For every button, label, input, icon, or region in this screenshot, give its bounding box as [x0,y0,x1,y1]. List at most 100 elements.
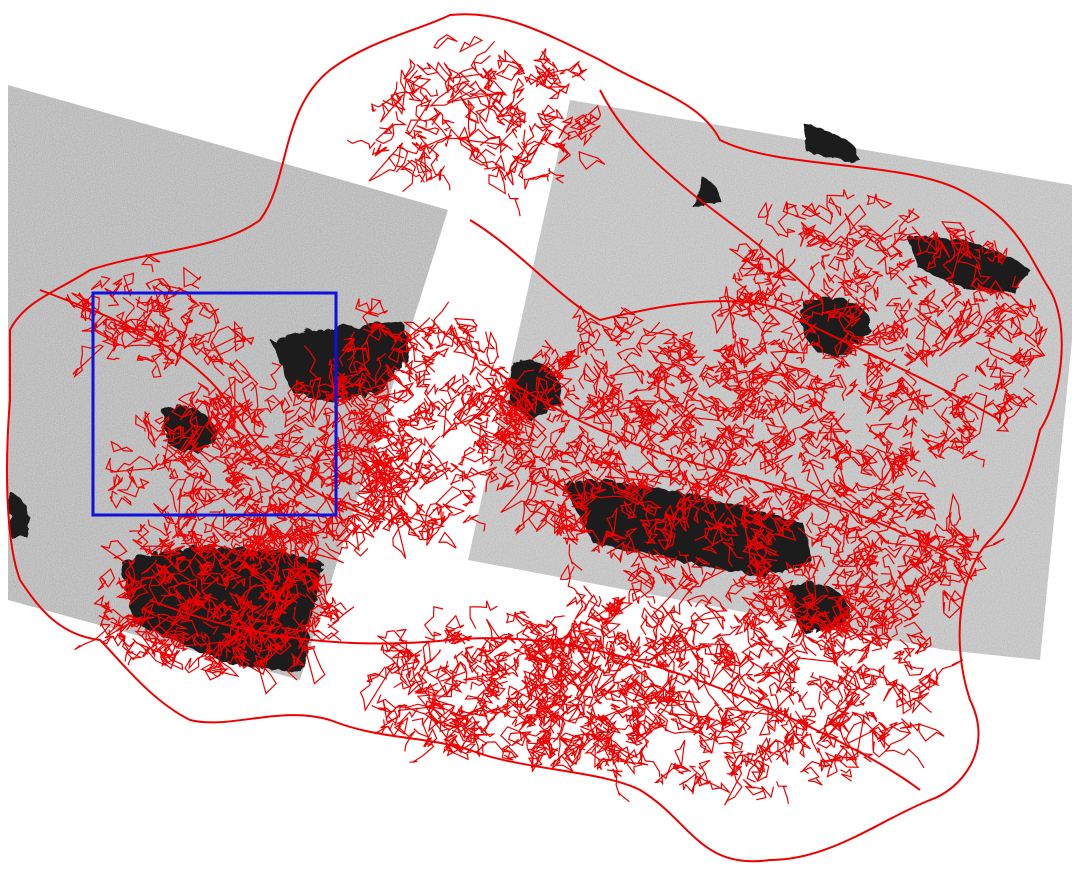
boundary-segment [487,663,505,682]
boundary-segment [195,320,219,347]
boundary-segment [518,149,538,169]
boundary-segment [531,384,557,406]
boundary-segment [1009,357,1025,368]
boundary-segment [878,579,899,596]
boundary-segment [869,624,888,629]
boundary-segment [469,93,502,114]
boundary-segment [671,507,690,529]
boundary-segment [528,474,554,487]
boundary-segment [243,516,261,534]
boundary-segment [756,626,769,646]
boundary-segment [947,229,965,244]
boundary-segment [104,604,134,619]
boundary-segment [449,707,479,741]
boundary-segment [509,698,537,713]
boundary-segment [433,33,458,49]
boundary-segment [156,537,175,552]
boundary-segment [233,331,255,346]
boundary-segment [805,228,827,242]
boundary-segment [393,660,412,690]
boundary-segment [462,514,486,532]
boundary-segment [513,656,519,671]
boundary-segment [746,758,759,783]
boundary-segment [623,500,637,519]
boundary-segment [562,536,579,546]
boundary-segment [468,80,490,123]
boundary-segment [466,650,478,668]
boundary-segment [942,538,973,557]
boundary-segment [507,685,518,710]
boundary-segment [613,449,631,483]
boundary-segment [473,417,489,429]
boundary-segment [523,651,542,687]
boundary-segment [485,683,496,698]
boundary-segment [948,492,962,527]
boundary-segment [619,494,638,519]
boundary-segment [681,473,698,507]
boundary-segment [558,116,574,140]
boundary-segment [481,447,496,465]
boundary-segment [426,524,435,546]
boundary-segment [631,705,646,723]
boundary-segment [578,367,602,390]
boundary-segment [338,467,354,486]
boundary-segment [586,381,610,413]
boundary-segment [1009,314,1023,340]
boundary-segment [630,394,652,438]
boundary-segment [713,637,734,673]
boundary-segment [115,311,136,333]
boundary-segment [672,762,689,771]
boundary-segment [581,619,611,653]
boundary-segment [557,350,576,370]
boundary-segment [994,298,1037,321]
boundary-segment [767,428,786,449]
boundary-segment [194,395,213,407]
boundary-segment [163,428,175,443]
boundary-segment [779,258,796,275]
boundary-segment [956,426,969,435]
boundary-segment [871,609,885,622]
boundary-segment [782,201,807,220]
boundary-segment [511,724,555,747]
boundary-segment [612,755,622,778]
boundary-segment [571,620,597,635]
boundary-segment [374,352,387,386]
boundary-segment [498,449,530,479]
boundary-segment [751,758,770,782]
boundary-segment [647,600,667,634]
boundary-segment [499,632,516,644]
area-of-interest-box[interactable] [91,291,338,517]
boundary-segment [198,302,220,325]
boundary-segment [821,354,845,369]
boundary-segment [450,632,473,645]
boundary-segment [411,141,432,160]
boundary-segment [596,744,620,762]
boundary-segment [714,423,755,451]
boundary-segment [309,597,337,617]
boundary-segment [415,448,427,473]
boundary-segment [709,710,754,734]
boundary-segment [832,482,859,498]
boundary-segment [840,768,853,782]
boundary-segment [411,470,432,480]
boundary-segment [789,612,821,632]
boundary-segment [389,467,405,489]
boundary-segment [230,599,249,621]
boundary-segment [823,278,835,296]
boundary-segment [475,741,514,761]
boundary-segment [311,579,323,597]
boundary-segment [343,337,355,370]
boundary-segment [721,536,734,550]
boundary-segment [486,70,498,91]
boundary-segment [998,366,1022,376]
boundary-segment [463,455,494,467]
boundary-segment [510,669,548,698]
boundary-segment [321,444,335,456]
boundary-segment [743,497,785,534]
boundary-segment [800,733,833,768]
boundary-segment [232,647,251,670]
boundary-segment [906,550,921,564]
boundary-segment [699,734,713,754]
boundary-segment [332,436,354,460]
boundary-segment [387,504,406,529]
